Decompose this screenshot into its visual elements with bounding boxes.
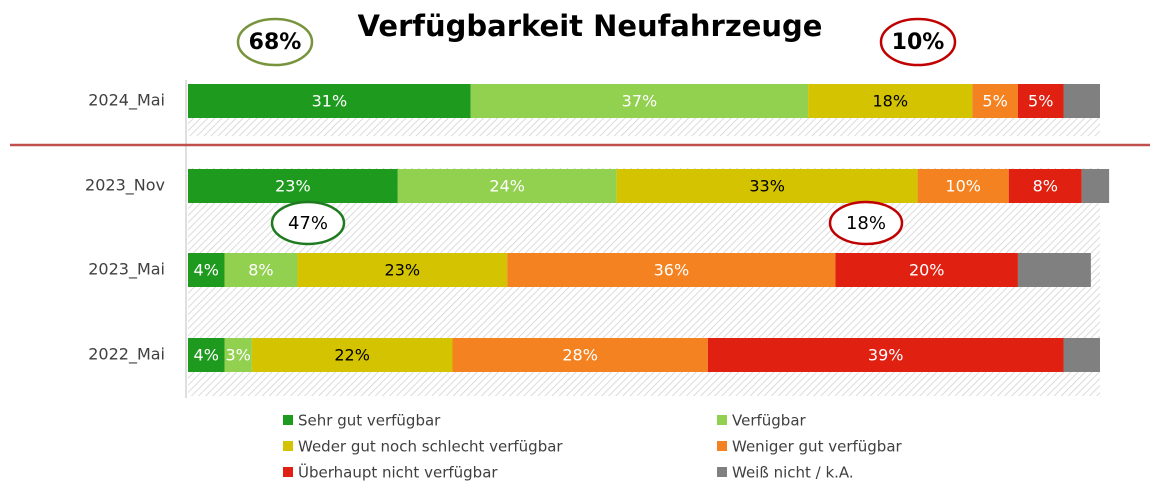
annotation-circle [236,17,314,67]
data-label: 28% [562,346,598,365]
annotation-circle [879,17,957,67]
data-label: 39% [868,346,904,365]
chart-title: Verfügbarkeit Neufahrzeuge [358,9,823,43]
bar-segment [917,169,1009,203]
annotation-text: 47% [288,213,328,234]
bar-segment [188,84,471,118]
annotation-text: 18% [846,213,886,234]
bar-segment [224,253,298,287]
data-label: 4% [194,346,219,365]
bar-segment [1063,84,1100,118]
legend-swatch [717,415,727,425]
bar-segment [835,253,1018,287]
legend-label: Verfügbar [732,412,807,430]
legend-label: Überhaupt nicht verfügbar [298,463,498,482]
data-label: 5% [982,92,1007,111]
bar-segment [470,84,809,118]
data-label: 22% [334,346,370,365]
legend-swatch [283,467,293,477]
data-label: 33% [749,177,785,196]
bar-segment [1063,338,1100,372]
data-label: 23% [385,261,421,280]
bar-segment [251,338,453,372]
legend-swatch [283,415,293,425]
bar-segment [972,84,1018,118]
bar-segment [397,169,617,203]
legend-swatch [717,441,727,451]
annotation-circle [270,200,346,246]
legend-label: Sehr gut verfügbar [298,412,441,430]
data-label: 36% [654,261,690,280]
data-label: 8% [1033,177,1058,196]
bar-segment [224,338,252,372]
data-label: 37% [622,92,658,111]
bar-segment [707,338,1064,372]
y-tick-label: 2023_Mai [88,260,165,280]
y-tick-label: 2023_Nov [85,176,165,196]
bar-segment [1017,84,1064,118]
y-tick-label: 2022_Mai [88,345,165,365]
bar-segment [297,253,508,287]
bar-segment [188,253,225,287]
data-label: 24% [489,177,525,196]
legend-swatch [717,467,727,477]
bar-segment [1017,253,1091,287]
data-label: 31% [312,92,348,111]
legend-label: Weiß nicht / k.A. [732,464,854,482]
annotation-circle [828,200,904,246]
legend-swatch [283,441,293,451]
data-label: 8% [248,261,273,280]
legend-label: Weniger gut verfügbar [732,438,903,456]
data-label: 4% [194,261,219,280]
bar-segment [188,338,225,372]
bar-segment [188,169,398,203]
data-label: 10% [945,177,981,196]
bar-segment [507,253,836,287]
bar-segment [1081,169,1110,203]
legend-label: Weder gut noch schlecht verfügbar [298,438,563,456]
bar-segment [452,338,708,372]
data-label: 20% [909,261,945,280]
data-label: 3% [225,346,250,365]
bar-segment [1008,169,1082,203]
data-label: 23% [275,177,311,196]
annotation-text: 10% [892,30,945,55]
annotation-text: 68% [249,30,302,55]
bar-segment [808,84,973,118]
bar-segment [616,169,918,203]
data-label: 18% [872,92,908,111]
y-tick-label: 2024_Mai [88,91,165,111]
data-label: 5% [1028,92,1053,111]
